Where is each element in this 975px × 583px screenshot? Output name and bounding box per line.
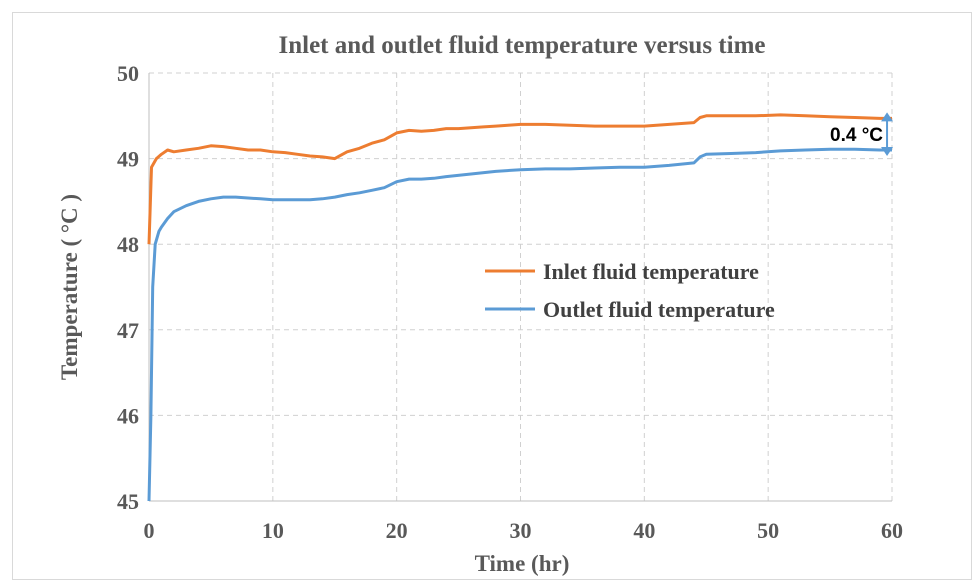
series-line-outlet xyxy=(147,147,892,502)
difference-annotation: 0.4 °C xyxy=(830,112,894,157)
legend: Inlet fluid temperature Outlet fluid temp… xyxy=(485,259,775,322)
legend-entry: Outlet fluid temperature xyxy=(543,297,775,322)
annotation-arrow-head-up xyxy=(881,112,894,122)
x-tick-label: 30 xyxy=(510,518,532,543)
x-tick-label: 60 xyxy=(881,518,903,543)
legend-entry: Inlet fluid temperature xyxy=(543,259,759,284)
y-tick-label: 45 xyxy=(117,489,139,514)
y-tick-label: 50 xyxy=(117,61,139,86)
x-tick-label: 10 xyxy=(262,518,284,543)
y-tick-label: 48 xyxy=(117,232,139,257)
x-axis-label: Time (hr) xyxy=(475,551,570,576)
y-tick-label: 47 xyxy=(117,318,139,343)
x-tick-label: 0 xyxy=(144,518,155,543)
axes: 45 46 47 48 49 50 0 10 20 30 40 50 60 xyxy=(117,61,903,543)
x-tick-label: 50 xyxy=(757,518,779,543)
y-axis-label: Temperature ( °C ) xyxy=(57,194,82,380)
x-tick-label: 20 xyxy=(386,518,408,543)
chart-svg: Inlet and outlet fluid temperature versu… xyxy=(57,32,903,576)
annotation-label: 0.4 °C xyxy=(830,125,883,146)
annotation-arrow-head-down xyxy=(881,147,894,157)
x-tick-label: 40 xyxy=(633,518,655,543)
series-lines xyxy=(147,113,892,502)
gridlines xyxy=(149,72,893,501)
chart-title: Inlet and outlet fluid temperature versu… xyxy=(279,32,766,59)
series-line-inlet xyxy=(147,113,892,245)
y-tick-label: 46 xyxy=(117,403,139,428)
y-tick-label: 49 xyxy=(117,147,139,172)
chart-frame: Inlet and outlet fluid temperature versu… xyxy=(12,12,972,580)
